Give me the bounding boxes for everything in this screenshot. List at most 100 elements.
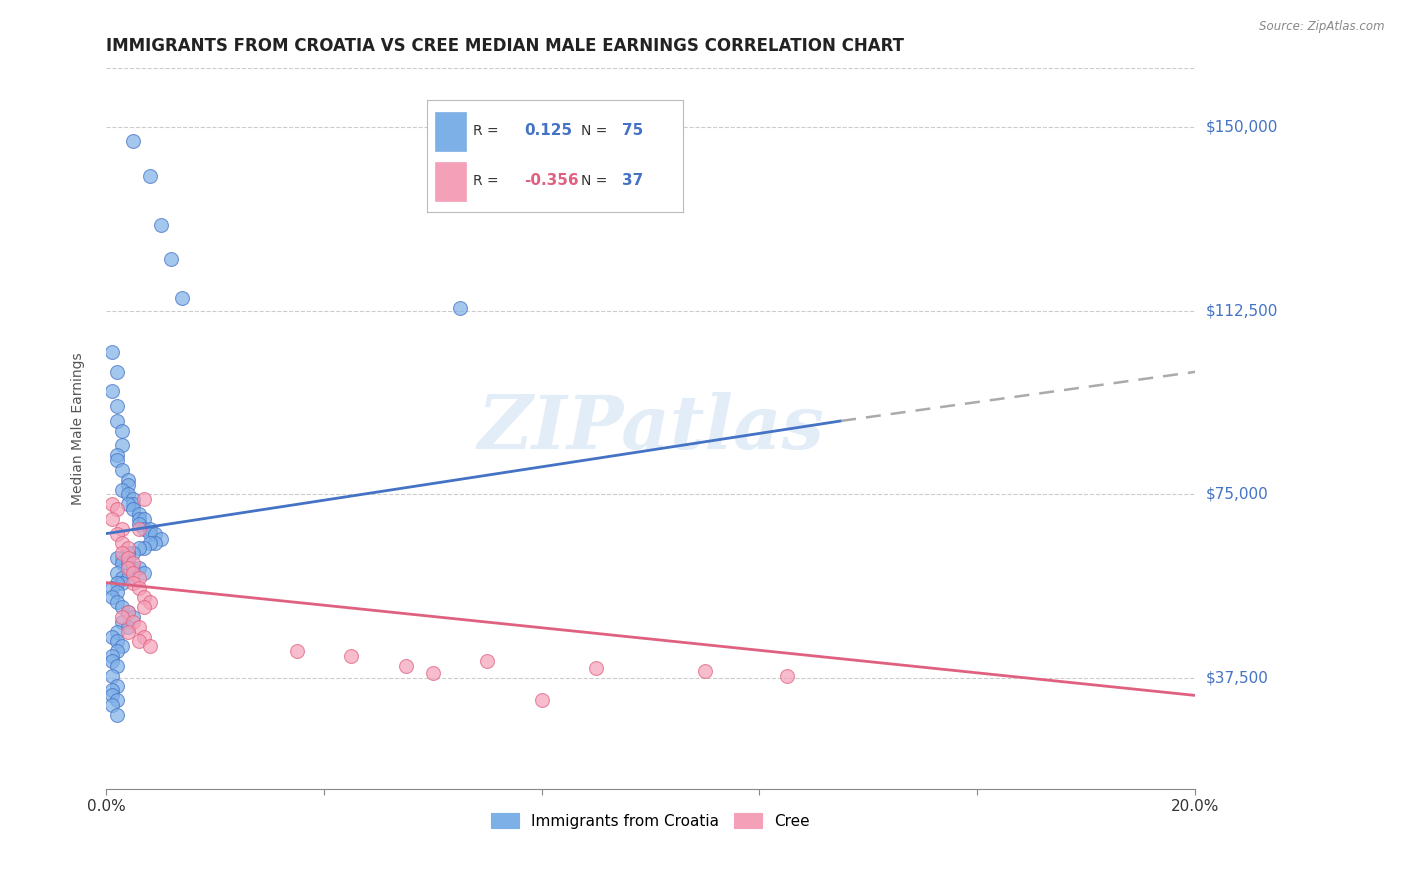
Point <box>100 649 122 664</box>
Point <box>117 605 139 619</box>
Point <box>100 345 122 359</box>
Point <box>117 551 139 566</box>
Point <box>111 615 134 629</box>
Point <box>149 218 172 232</box>
Y-axis label: Median Male Earnings: Median Male Earnings <box>72 352 86 505</box>
Point <box>143 526 166 541</box>
Point <box>128 522 150 536</box>
Point <box>138 522 160 536</box>
Point <box>138 526 160 541</box>
Point <box>105 679 128 693</box>
Point <box>422 666 444 681</box>
Point <box>111 522 134 536</box>
Text: IMMIGRANTS FROM CROATIA VS CREE MEDIAN MALE EARNINGS CORRELATION CHART: IMMIGRANTS FROM CROATIA VS CREE MEDIAN M… <box>105 37 904 55</box>
Point <box>100 683 122 698</box>
Point <box>128 507 150 521</box>
Point <box>105 624 128 639</box>
Point <box>105 634 128 648</box>
Point <box>122 615 145 629</box>
Point <box>117 487 139 501</box>
Point <box>394 659 416 673</box>
Point <box>172 291 194 305</box>
Point <box>134 591 156 605</box>
Point <box>100 669 122 683</box>
Point <box>105 693 128 707</box>
Point <box>100 689 122 703</box>
Point <box>100 654 122 668</box>
Point <box>128 516 150 531</box>
Point <box>134 566 156 580</box>
Point <box>111 483 134 497</box>
Point <box>143 536 166 550</box>
Point <box>105 595 128 609</box>
Point <box>111 536 134 550</box>
Point <box>105 399 128 413</box>
Point <box>122 566 145 580</box>
Point <box>585 661 607 675</box>
Point <box>134 522 156 536</box>
Point <box>138 169 160 183</box>
Point <box>138 536 160 550</box>
Point <box>105 448 128 462</box>
Point <box>122 492 145 507</box>
Point <box>128 512 150 526</box>
Point <box>111 424 134 438</box>
Point <box>117 624 139 639</box>
Point <box>105 566 128 580</box>
Point <box>111 556 134 570</box>
Point <box>117 497 139 511</box>
Point <box>111 610 134 624</box>
Point <box>105 575 128 590</box>
Point <box>111 438 134 452</box>
Point <box>122 502 145 516</box>
Legend: Immigrants from Croatia, Cree: Immigrants from Croatia, Cree <box>485 807 815 835</box>
Point <box>122 135 145 149</box>
Point <box>105 365 128 379</box>
Point <box>100 698 122 713</box>
Point <box>128 571 150 585</box>
Point <box>117 546 139 560</box>
Point <box>100 512 122 526</box>
Point <box>105 551 128 566</box>
Point <box>100 591 122 605</box>
Point <box>128 634 150 648</box>
Point <box>105 526 128 541</box>
Text: ZIPatlas: ZIPatlas <box>477 392 824 465</box>
Point <box>285 644 308 658</box>
Text: $37,500: $37,500 <box>1206 671 1270 686</box>
Point <box>128 620 150 634</box>
Point <box>134 630 156 644</box>
Point <box>117 605 139 619</box>
Point <box>340 649 363 664</box>
Point <box>117 561 139 575</box>
Point <box>105 708 128 723</box>
Point <box>105 585 128 599</box>
Text: $75,000: $75,000 <box>1206 487 1268 502</box>
Point <box>122 556 145 570</box>
Point <box>111 463 134 477</box>
Point <box>477 654 499 668</box>
Point <box>128 561 150 575</box>
Point <box>111 575 134 590</box>
Text: $150,000: $150,000 <box>1206 120 1278 135</box>
Point <box>122 561 145 575</box>
Point <box>122 497 145 511</box>
Point <box>117 571 139 585</box>
Point <box>134 512 156 526</box>
Point <box>122 575 145 590</box>
Text: $112,500: $112,500 <box>1206 303 1278 318</box>
Text: Source: ZipAtlas.com: Source: ZipAtlas.com <box>1260 20 1385 33</box>
Point <box>134 600 156 615</box>
Point <box>111 546 134 560</box>
Point <box>111 600 134 615</box>
Point <box>530 693 553 707</box>
Point <box>105 414 128 428</box>
Point <box>138 640 160 654</box>
Point <box>100 384 122 399</box>
Point <box>117 620 139 634</box>
Point <box>111 571 134 585</box>
Point <box>776 669 799 683</box>
Point <box>134 541 156 556</box>
Point <box>693 664 716 678</box>
Point <box>117 556 139 570</box>
